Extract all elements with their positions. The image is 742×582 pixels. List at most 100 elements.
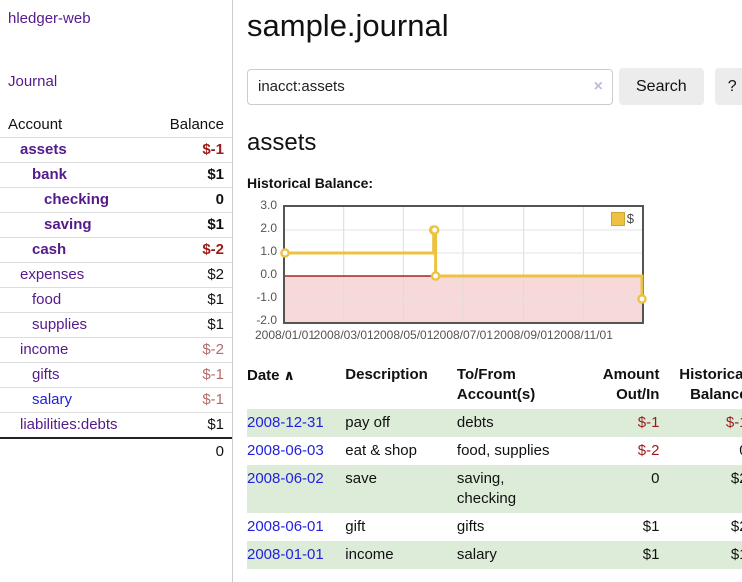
column-header-date[interactable]: Date ∧ xyxy=(247,367,295,384)
search-form: × Search ? xyxy=(247,68,742,105)
chart-title: Historical Balance: xyxy=(247,175,374,191)
x-axis-tick-label: 2008/07/01 xyxy=(432,328,494,342)
x-axis-tick-label: 2008/09/01 xyxy=(493,328,554,342)
register-row: 2008-12-31 pay off debts $-1 $-1 xyxy=(247,409,742,437)
page-title: sample.journal xyxy=(247,8,449,43)
account-balance: $-2 xyxy=(202,241,224,258)
account-balance: $1 xyxy=(207,416,224,433)
sidebar-account-link[interactable]: assets xyxy=(20,141,67,158)
transaction-date-link[interactable]: 2008-06-02 xyxy=(247,470,324,487)
transaction-date: 2008-06-03 xyxy=(247,437,345,465)
account-balance: $1 xyxy=(207,291,224,308)
register-row: 2008-01-01 income salary $1 $1 xyxy=(247,541,742,569)
sidebar-account-link[interactable]: checking xyxy=(44,191,110,208)
accounts-header-account: Account xyxy=(8,116,63,133)
account-balance: $-2 xyxy=(202,341,224,358)
sidebar-account-link[interactable]: income xyxy=(20,341,69,358)
sidebar-account-link[interactable]: cash xyxy=(32,241,67,258)
transaction-date-link[interactable]: 2008-06-03 xyxy=(247,442,324,459)
accounts-total-row: 0 xyxy=(0,437,232,464)
transaction-date: 2008-12-31 xyxy=(247,409,345,437)
sidebar-account-link[interactable]: salary xyxy=(32,391,73,408)
sidebar-account-link[interactable]: expenses xyxy=(20,266,85,283)
transaction-amount: 0 xyxy=(651,470,660,487)
transaction-balance: $-1 xyxy=(725,414,742,431)
accounts-table: Account Balance assets $-1 bank $1 checking 0… xyxy=(0,112,232,464)
column-header-description[interactable]: Description xyxy=(345,366,428,383)
transaction-date-link[interactable]: 2008-06-01 xyxy=(247,518,324,535)
account-balance: $2 xyxy=(207,266,224,283)
search-input[interactable] xyxy=(247,68,613,105)
data-point-marker xyxy=(637,294,647,304)
sidebar-account-link[interactable]: gifts xyxy=(32,366,60,383)
sidebar-item-journal[interactable]: Journal xyxy=(8,73,58,90)
sidebar-account-link[interactable]: food xyxy=(32,291,62,308)
y-axis-tick-label: 0.0 xyxy=(260,267,277,281)
accounts-rows: assets $-1 bank $1 checking 0 saving $1 cash $-2 e… xyxy=(0,138,232,437)
account-row: income $-2 xyxy=(0,337,232,362)
accounts-header-balance: Balance xyxy=(169,116,224,133)
help-button[interactable]: ? xyxy=(714,68,742,105)
register-row: 2008-06-03 eat & shop food, supplies $-2 0 xyxy=(247,437,742,465)
historical-balance-chart: $ 3.0 2.0 1.0 0.0 -1.0 -2.0 2008/01/01 2008/03/… xyxy=(247,198,742,351)
data-point-marker xyxy=(429,225,440,235)
sidebar-account-link[interactable]: liabilities:debts xyxy=(20,416,118,433)
register-table-header: Date ∧ Description To/From Account(s) Amo… xyxy=(247,363,742,409)
transaction-balance: $2 xyxy=(730,470,742,487)
account-row: liabilities:debts $1 xyxy=(0,412,232,437)
brand-link[interactable]: hledger-web xyxy=(8,10,91,27)
legend-label: $ xyxy=(626,211,634,226)
account-balance: 0 xyxy=(215,191,224,208)
account-row: salary $-1 xyxy=(0,387,232,412)
sidebar-account-link[interactable]: supplies xyxy=(32,316,88,333)
chart-legend: $ xyxy=(610,211,634,226)
transaction-accounts: food, supplies xyxy=(456,442,550,459)
column-header-amount[interactable]: Amount Out/In xyxy=(602,366,660,403)
transaction-amount: $1 xyxy=(642,546,660,563)
transaction-accounts: debts xyxy=(456,414,494,431)
transaction-balance: $2 xyxy=(730,518,742,535)
transaction-balance: $1 xyxy=(730,546,742,563)
transaction-description: pay off xyxy=(345,414,391,431)
x-axis-tick-label: 2008/11/01 xyxy=(553,328,613,342)
accounts-table-header: Account Balance xyxy=(0,112,232,138)
account-row: assets $-1 xyxy=(0,138,232,162)
account-row: food $1 xyxy=(0,287,232,312)
account-balance: $1 xyxy=(207,316,224,333)
chart-plot-area: $ xyxy=(280,205,647,324)
x-axis-tick-label: 2008/01/01 xyxy=(254,328,316,342)
transaction-description: save xyxy=(345,470,377,487)
clear-search-icon[interactable]: × xyxy=(593,77,603,95)
account-balance: $1 xyxy=(207,166,224,183)
register-row: 2008-06-02 save saving, checking 0 $2 xyxy=(247,465,742,513)
transaction-date: 2008-01-01 xyxy=(247,541,345,569)
sidebar: hledger-web Journal Account Balance asse… xyxy=(0,0,233,582)
column-header-balance[interactable]: Historical Balance xyxy=(679,366,742,403)
account-heading: assets xyxy=(247,129,317,156)
chart-canvas xyxy=(280,207,647,322)
account-row: supplies $1 xyxy=(0,312,232,337)
transaction-date: 2008-06-01 xyxy=(247,513,345,541)
x-axis-tick-label: 2008/05/01 xyxy=(373,328,434,342)
y-axis-tick-label: 3.0 xyxy=(260,198,277,212)
data-point-marker xyxy=(430,271,441,281)
sidebar-account-link[interactable]: bank xyxy=(32,166,68,183)
transaction-date-link[interactable]: 2008-12-31 xyxy=(247,414,324,431)
transaction-amount: $-1 xyxy=(637,414,660,431)
y-axis-tick-label: -2.0 xyxy=(256,313,277,327)
register-row: 2008-06-01 gift gifts $1 $2 xyxy=(247,513,742,541)
sort-ascending-icon: ∧ xyxy=(283,367,295,383)
sidebar-account-link[interactable]: saving xyxy=(44,216,92,233)
transaction-amount: $1 xyxy=(642,518,660,535)
register-rows: 2008-12-31 pay off debts $-1 $-1 2008-06-03 ea… xyxy=(247,409,742,569)
column-header-accounts[interactable]: To/From Account(s) xyxy=(456,366,536,403)
transaction-description: gift xyxy=(345,518,366,535)
account-row: expenses $2 xyxy=(0,262,232,287)
account-row: saving $1 xyxy=(0,212,232,237)
search-button[interactable]: Search xyxy=(619,68,704,105)
accounts-total-value: 0 xyxy=(215,443,224,460)
account-balance: $-1 xyxy=(202,366,224,383)
account-row: cash $-2 xyxy=(0,237,232,262)
transaction-date-link[interactable]: 2008-01-01 xyxy=(247,546,324,563)
